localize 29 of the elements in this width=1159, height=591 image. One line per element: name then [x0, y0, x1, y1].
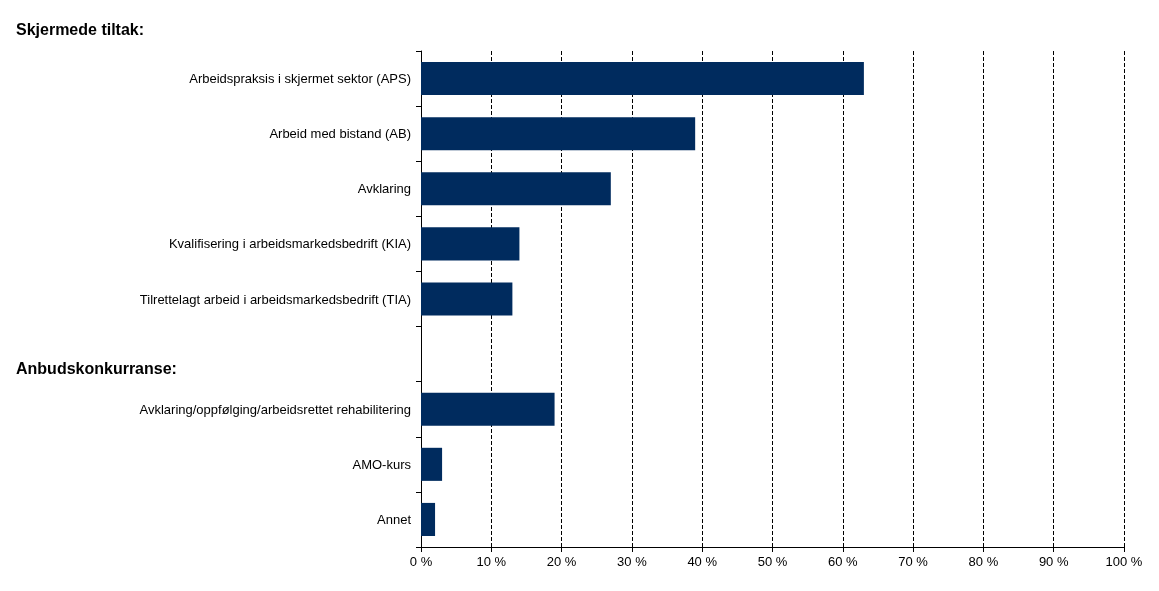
- x-tick-label: 50 %: [757, 554, 788, 569]
- y-tick-label: Kvalifisering i arbeidsmarkedsbedrift (KIA): [168, 236, 411, 252]
- y-tick-label: Tilrettelagt arbeid i arbeidsmarkedsbedrift (TIA): [139, 291, 411, 307]
- x-tick-label: 20 %: [546, 554, 577, 569]
- x-tick-label: 90 %: [1038, 554, 1069, 569]
- y-tick-label: Avklaring/oppfølging/arbeidsrettet rehabilitering: [139, 401, 411, 417]
- y-tick-label: AMO-kurs: [352, 456, 412, 472]
- y-tick-label: Arbeidspraksis i skjermet sektor (APS): [189, 71, 411, 87]
- y-tick-label: Avklaring: [357, 181, 411, 197]
- bar: [421, 172, 611, 206]
- y-tick-label: Arbeid med bistand (AB): [269, 126, 411, 142]
- bar: [421, 502, 436, 536]
- x-tick-label: 70 %: [898, 554, 929, 569]
- x-tick-label: 100 %: [1105, 554, 1143, 569]
- bar: [421, 117, 696, 151]
- x-tick-label: 10 %: [476, 554, 507, 569]
- bar: [421, 447, 443, 481]
- text: Skjermede tiltak:: [16, 20, 145, 38]
- x-tick-label: 30 %: [617, 554, 648, 569]
- bar: [421, 282, 513, 316]
- bar: [421, 62, 864, 96]
- bar: [421, 227, 520, 261]
- x-tick-label: 0 %: [409, 554, 433, 569]
- text: Anbudskonkurranse:: [16, 359, 177, 377]
- x-tick-label: 60 %: [827, 554, 859, 569]
- x-tick-label: 40 %: [687, 554, 718, 569]
- bar: [421, 392, 555, 426]
- y-tick-label: Annet: [377, 511, 412, 527]
- x-tick-label: 80 %: [968, 554, 999, 569]
